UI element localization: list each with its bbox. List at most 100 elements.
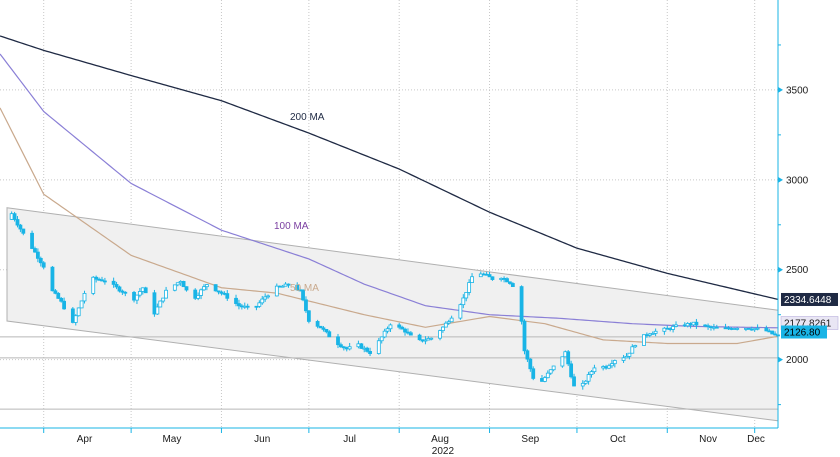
candle-body	[216, 290, 221, 293]
candle-body	[175, 282, 180, 286]
y-tick-mark	[778, 266, 783, 273]
candle-body	[38, 257, 43, 264]
candle-body	[580, 382, 585, 387]
x-tick-label: Jul	[343, 434, 356, 445]
candle-body	[548, 369, 553, 374]
candle-body	[280, 285, 285, 288]
candle-body	[764, 327, 769, 332]
candle-body	[21, 228, 26, 234]
candle-body	[714, 326, 719, 329]
candle-body	[102, 280, 107, 283]
candle-body	[650, 333, 655, 335]
candle-body	[318, 325, 323, 329]
candle-body	[82, 293, 87, 302]
candle-body	[694, 321, 699, 326]
ma100-line	[0, 53, 779, 329]
ma50-line	[0, 107, 779, 345]
candle-body	[295, 284, 300, 291]
candle-body	[522, 320, 527, 352]
candle-body	[423, 339, 428, 342]
candle-body	[429, 337, 434, 340]
candle-body	[347, 346, 352, 350]
year-label: 2022	[432, 446, 455, 457]
candle-body	[30, 232, 34, 249]
ma100-label: 100 MA	[274, 221, 309, 232]
candle-body	[237, 303, 241, 307]
candle-body	[368, 350, 372, 354]
candle-body	[50, 266, 55, 292]
candle-body	[545, 372, 550, 379]
candle-body	[260, 298, 265, 304]
candle-body	[266, 295, 270, 298]
x-tick-label: Aug	[431, 434, 449, 445]
y-tick-mark	[778, 176, 783, 183]
candle-body	[773, 333, 777, 336]
candle-body	[379, 336, 384, 342]
candle-body	[671, 326, 676, 330]
candle-body	[382, 330, 387, 338]
candle-body	[100, 279, 104, 282]
candle-body	[15, 219, 20, 226]
candle-body	[621, 357, 626, 361]
candle-body	[245, 305, 250, 308]
candle-body	[35, 251, 40, 259]
ma200-line	[0, 35, 779, 301]
x-tick-label: Dec	[747, 434, 765, 445]
x-tick-label: Oct	[610, 434, 626, 445]
candle-body	[120, 290, 125, 293]
candle-body	[161, 297, 166, 302]
candle-body	[735, 327, 740, 330]
candle-body	[225, 293, 230, 299]
candle-body	[172, 284, 177, 291]
candle-body	[286, 283, 291, 286]
candle-body	[137, 291, 142, 296]
candle-body	[263, 296, 268, 300]
last-value-badge-ma200: 2334.6448	[781, 292, 838, 306]
candle-body	[519, 286, 524, 322]
candle-body	[184, 286, 189, 291]
candle-body	[653, 330, 658, 334]
candle-body	[508, 281, 512, 284]
candle-body	[41, 262, 46, 268]
candle-body	[196, 295, 201, 299]
candle-body	[542, 377, 547, 382]
candle-body	[143, 287, 148, 294]
y-tick-label: 2500	[786, 265, 809, 276]
y-tick-mark	[778, 356, 783, 363]
candle-body	[592, 367, 597, 373]
x-tick-label: Nov	[699, 434, 717, 445]
candle-body	[59, 297, 64, 302]
candle-body	[487, 274, 492, 278]
candle-body	[339, 344, 343, 348]
candle-body	[642, 334, 646, 346]
candle-body	[397, 324, 402, 328]
last-value-badge-price: 2126.80	[781, 325, 827, 339]
candle-body	[627, 352, 632, 357]
candle-body	[158, 300, 163, 308]
candle-body	[461, 297, 466, 306]
candle-body	[12, 213, 17, 220]
axes	[0, 0, 783, 433]
candle-body	[569, 363, 574, 378]
candle-body	[388, 324, 393, 330]
candle-body	[572, 376, 576, 387]
candle-body	[315, 321, 320, 327]
candle-body	[204, 284, 209, 288]
candle-body	[560, 356, 565, 367]
candle-body	[114, 284, 119, 288]
candle-body	[193, 289, 198, 299]
y-tick-label: 3000	[786, 175, 809, 186]
candle-body	[505, 278, 509, 283]
candle-body	[76, 307, 81, 317]
candle-body	[359, 343, 364, 349]
candle-body	[321, 327, 326, 330]
candle-body	[56, 292, 61, 299]
candle-body	[470, 276, 474, 283]
candle-body	[403, 328, 407, 333]
candle-body	[234, 297, 238, 304]
candle-body	[612, 360, 617, 365]
candle-body	[79, 300, 84, 309]
candle-body	[607, 365, 611, 369]
trend-channel	[6, 207, 779, 422]
